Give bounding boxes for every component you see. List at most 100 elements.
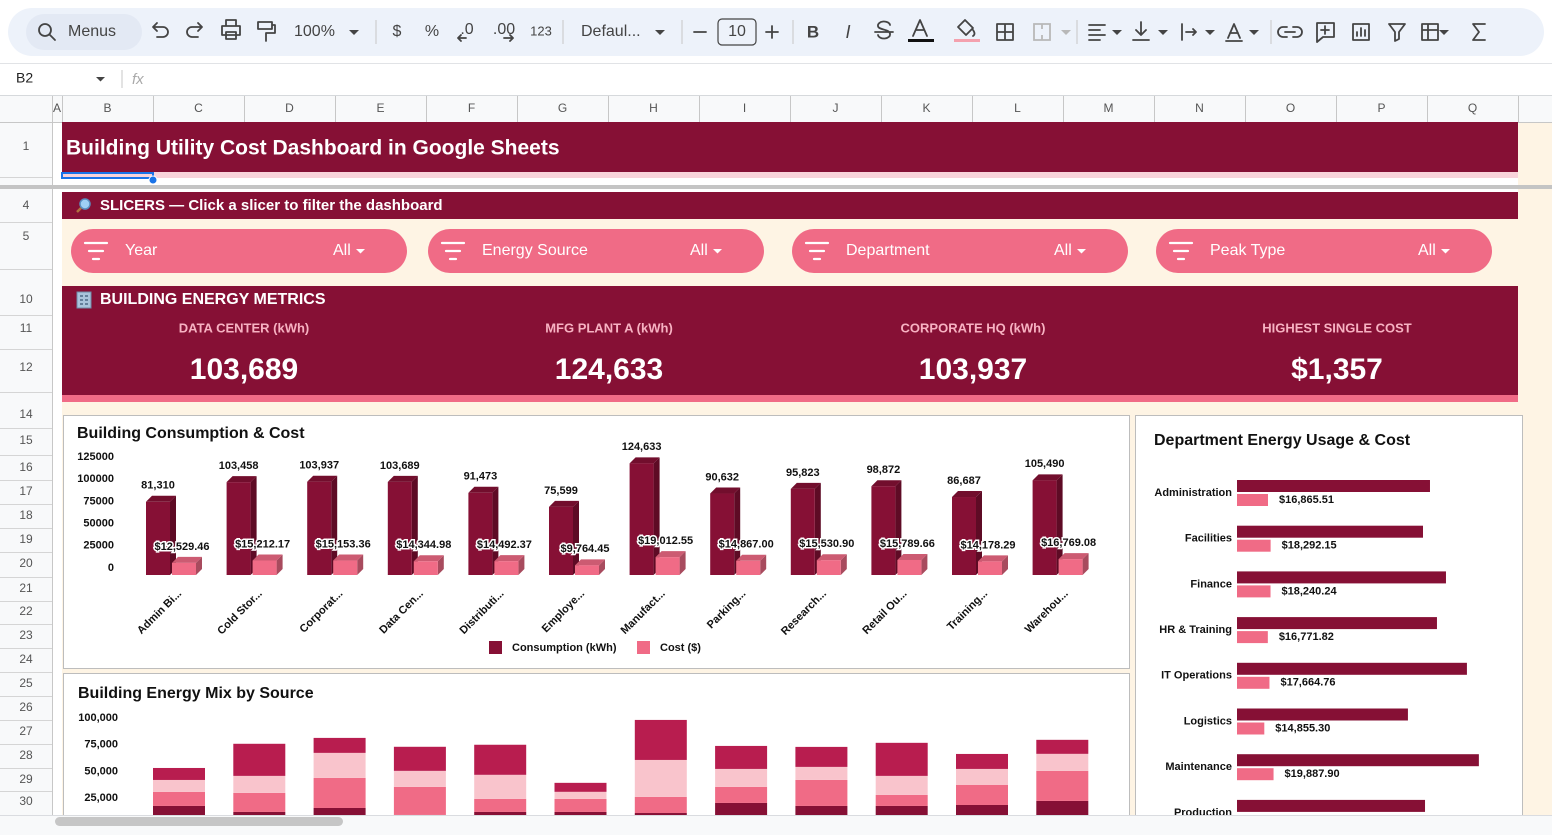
- font-family[interactable]: Defaul...: [581, 23, 641, 40]
- text-wrap[interactable]: [1181, 23, 1197, 41]
- row-header[interactable]: 28: [19, 748, 33, 762]
- insert-chart[interactable]: [1352, 23, 1370, 41]
- column-header[interactable]: N: [1195, 101, 1204, 115]
- column-header[interactable]: G: [558, 101, 567, 115]
- column-header[interactable]: I: [743, 101, 746, 115]
- table[interactable]: [1421, 23, 1439, 41]
- horizontal-align[interactable]: [1088, 24, 1106, 41]
- name-box-dropdown[interactable]: [96, 77, 105, 82]
- column-header[interactable]: L: [1014, 101, 1021, 115]
- font-size[interactable]: 10: [728, 23, 746, 40]
- bar-top: [575, 559, 605, 566]
- bar-top: [549, 500, 579, 507]
- column-header[interactable]: O: [1286, 101, 1295, 115]
- text-color[interactable]: [912, 19, 928, 37]
- paint-format[interactable]: [257, 21, 276, 42]
- slicer-value[interactable]: All: [333, 242, 351, 259]
- print[interactable]: [221, 19, 241, 40]
- row-header[interactable]: 20: [19, 556, 33, 570]
- bar-segment: [634, 813, 687, 815]
- column-header[interactable]: J: [833, 101, 839, 115]
- bar-top: [307, 475, 338, 482]
- column-header[interactable]: E: [376, 101, 384, 115]
- row-header[interactable]: 24: [19, 652, 33, 666]
- slicer-value[interactable]: All: [1054, 242, 1072, 259]
- currency-format[interactable]: $: [393, 23, 402, 40]
- data-label: 103,937: [299, 460, 339, 472]
- bar-segment: [634, 759, 687, 797]
- row-header[interactable]: 14: [19, 407, 33, 421]
- row-header[interactable]: 27: [19, 724, 33, 738]
- scrollbar-thumb[interactable]: [55, 817, 343, 826]
- search-label[interactable]: Menus: [68, 23, 116, 40]
- bar-segment: [795, 805, 848, 815]
- bar-side: [331, 475, 338, 575]
- row-header[interactable]: 17: [19, 484, 33, 498]
- column-header[interactable]: K: [922, 101, 930, 115]
- row-header[interactable]: 1: [23, 139, 30, 153]
- strikethrough[interactable]: [874, 20, 894, 40]
- insert-comment[interactable]: [1316, 22, 1335, 43]
- slicer-label: Energy Source: [482, 242, 588, 259]
- decrease-decimal[interactable]: .0: [460, 21, 473, 38]
- row-header[interactable]: 4: [23, 198, 30, 212]
- font-size-increase[interactable]: [765, 25, 779, 39]
- selection-handle[interactable]: [148, 175, 158, 185]
- slicer[interactable]: [428, 229, 764, 273]
- data-label: 98,872: [867, 464, 901, 476]
- slicer-value[interactable]: All: [690, 242, 708, 259]
- functions[interactable]: [1472, 23, 1486, 41]
- row-header[interactable]: 12: [19, 360, 33, 374]
- row-header[interactable]: 25: [19, 676, 33, 690]
- column-header[interactable]: B: [103, 101, 111, 115]
- row-header[interactable]: 10: [19, 292, 33, 306]
- row-header[interactable]: 18: [19, 508, 33, 522]
- percent-format[interactable]: %: [425, 23, 439, 40]
- data-label: $15,153.36: [316, 538, 371, 550]
- column-header[interactable]: A: [53, 101, 61, 115]
- row-header[interactable]: 22: [19, 604, 33, 618]
- italic[interactable]: I: [845, 22, 850, 42]
- vertical-align[interactable]: [1132, 21, 1150, 41]
- slicer-value[interactable]: All: [1418, 242, 1436, 259]
- row-header[interactable]: 16: [19, 460, 33, 474]
- row-header[interactable]: 11: [20, 321, 33, 335]
- slicer[interactable]: [71, 229, 407, 273]
- y-tick-label: Administration: [1154, 487, 1232, 499]
- bold[interactable]: B: [807, 22, 819, 41]
- row-header[interactable]: 26: [19, 700, 33, 714]
- borders[interactable]: [996, 23, 1014, 41]
- row-header[interactable]: 23: [19, 628, 33, 642]
- zoom[interactable]: 100%: [294, 23, 335, 40]
- slicer[interactable]: [792, 229, 1128, 273]
- column-header[interactable]: H: [649, 101, 658, 115]
- redo[interactable]: [186, 22, 203, 38]
- column-header[interactable]: Q: [1468, 101, 1477, 115]
- search-menus[interactable]: [26, 14, 142, 50]
- column-header[interactable]: F: [468, 101, 475, 115]
- column-header[interactable]: P: [1377, 101, 1385, 115]
- column-header[interactable]: D: [285, 101, 294, 115]
- row-header[interactable]: 5: [23, 229, 30, 243]
- insert-link[interactable]: [1277, 26, 1303, 38]
- bar-segment: [715, 768, 768, 787]
- row-header[interactable]: 21: [19, 581, 33, 595]
- fill-color[interactable]: [957, 19, 976, 37]
- row-header[interactable]: 30: [19, 794, 33, 808]
- column-header[interactable]: C: [194, 101, 203, 115]
- text-rotation[interactable]: [1225, 23, 1243, 42]
- name-box[interactable]: B2: [16, 70, 33, 86]
- search-icon: [49, 34, 56, 41]
- create-filter[interactable]: [1388, 23, 1406, 42]
- increase-decimal[interactable]: .00: [493, 21, 515, 38]
- undo[interactable]: [152, 22, 169, 38]
- chart-title: Building Energy Mix by Source: [78, 685, 314, 702]
- row-header[interactable]: 29: [19, 772, 33, 786]
- y-tick-label: 100000: [77, 473, 114, 485]
- row-header[interactable]: 15: [19, 433, 33, 447]
- column-header[interactable]: M: [1104, 101, 1114, 115]
- slicer[interactable]: [1156, 229, 1492, 273]
- number-format[interactable]: 123: [530, 23, 552, 38]
- row-header[interactable]: 19: [19, 532, 33, 546]
- font-size-box[interactable]: [717, 18, 757, 46]
